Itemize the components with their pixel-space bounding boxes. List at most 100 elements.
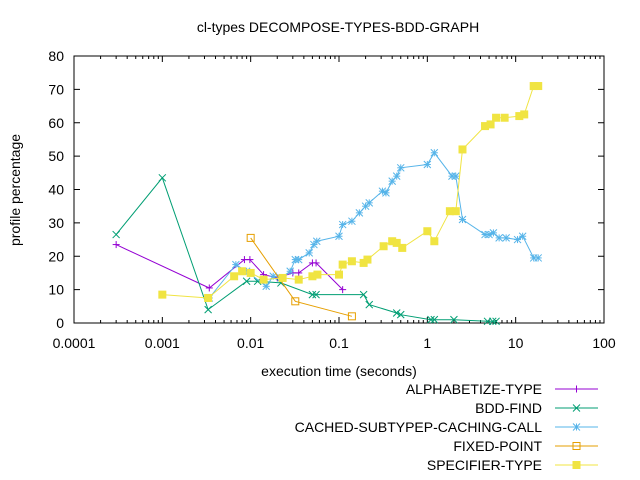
- data-point: [262, 282, 271, 291]
- data-point: [500, 113, 509, 122]
- data-point: [423, 227, 432, 236]
- data-point: [572, 461, 581, 469]
- data-point: [488, 317, 497, 326]
- series-specifier-type: [158, 82, 543, 302]
- x-tick-label: 10: [508, 335, 524, 351]
- data-point: [492, 113, 501, 122]
- y-tick-label: 40: [48, 182, 64, 198]
- data-point: [451, 207, 460, 216]
- data-point: [338, 260, 347, 269]
- data-point: [382, 188, 390, 197]
- data-point: [450, 315, 458, 324]
- y-tick-label: 50: [48, 148, 64, 164]
- data-point: [308, 290, 317, 299]
- data-point: [398, 243, 407, 252]
- data-point: [158, 290, 167, 299]
- x-tick-label: 1: [423, 335, 431, 351]
- data-point: [430, 237, 439, 246]
- series-layer: [112, 82, 543, 326]
- legend-entry: CACHED-SUBTYPEP-CACHING-CALL: [295, 419, 598, 435]
- legend-label: FIXED-POINT: [453, 438, 542, 454]
- data-point: [430, 148, 439, 157]
- x-tick-label: 0.01: [237, 335, 264, 351]
- data-point: [238, 267, 247, 276]
- data-point: [520, 110, 529, 119]
- data-point: [355, 209, 364, 217]
- x-tick-label: 0.001: [145, 335, 180, 351]
- data-point: [339, 286, 347, 294]
- legend-label: SPECIFIER-TYPE: [427, 457, 542, 473]
- data-point: [246, 268, 255, 277]
- data-point: [486, 120, 495, 129]
- axis-ticks: 0 10 20 30 40 50 60 70 80 0.0001 0.001 0.01 0.1 1 10 10…: [48, 48, 615, 351]
- data-point: [259, 275, 268, 284]
- data-point: [458, 215, 467, 224]
- data-point: [573, 385, 580, 393]
- y-tick-label: 30: [48, 215, 64, 231]
- data-point: [305, 249, 314, 257]
- x-axis-label: execution time (seconds): [261, 363, 417, 379]
- data-point: [489, 229, 498, 237]
- data-point: [313, 270, 322, 279]
- data-point: [396, 310, 405, 319]
- data-point: [458, 145, 467, 154]
- legend-entry: ALPHABETIZE-TYPE: [406, 381, 598, 397]
- data-point: [363, 255, 372, 264]
- series-line: [162, 85, 539, 299]
- y-tick-label: 10: [48, 282, 64, 298]
- data-point: [502, 234, 510, 242]
- data-point: [572, 423, 581, 431]
- series-fixed-point: [246, 233, 356, 321]
- data-point: [294, 275, 303, 284]
- plot-border: [73, 55, 605, 324]
- x-tick-label: 100: [592, 335, 616, 351]
- x-tick-label: 0.0001: [53, 335, 96, 351]
- data-point: [242, 277, 251, 286]
- plot-area: [73, 55, 605, 324]
- data-point: [423, 160, 432, 169]
- y-tick-label: 20: [48, 248, 64, 264]
- data-point: [158, 173, 167, 182]
- data-point: [291, 297, 300, 306]
- data-point: [392, 309, 401, 317]
- data-point: [379, 242, 388, 251]
- series-line: [115, 176, 497, 322]
- series-line: [250, 237, 353, 317]
- chart-title: cl-types DECOMPOSE-TYPES-BDD-GRAPH: [197, 19, 479, 35]
- data-point: [534, 82, 543, 91]
- data-point: [572, 404, 581, 412]
- data-point: [246, 256, 254, 264]
- series-line: [115, 244, 344, 290]
- data-point: [430, 315, 439, 324]
- data-point: [365, 300, 374, 309]
- series-line: [208, 151, 539, 299]
- data-point: [359, 290, 368, 299]
- y-tick-label: 80: [48, 48, 64, 64]
- y-axis-label: profile percentage: [7, 134, 23, 246]
- legend-entry: SPECIFIER-TYPE: [427, 457, 598, 473]
- data-point: [295, 269, 303, 277]
- data-point: [312, 290, 320, 299]
- data-point: [112, 241, 120, 249]
- data-point: [204, 305, 212, 314]
- data-point: [335, 270, 343, 279]
- data-point: [278, 273, 287, 282]
- legend-entry: BDD-FIND: [475, 400, 598, 416]
- data-point: [365, 198, 374, 207]
- data-point: [392, 172, 401, 181]
- data-point: [534, 254, 543, 262]
- data-point: [205, 284, 213, 292]
- data-point: [230, 272, 239, 281]
- y-tick-label: 70: [48, 81, 64, 97]
- legend: ALPHABETIZE-TYPE BDD-FIND CACHED-SUBTYPEP-…: [295, 381, 598, 473]
- legend-entry: FIXED-POINT: [453, 438, 598, 454]
- data-point: [392, 238, 401, 247]
- data-point: [427, 315, 435, 324]
- data-point: [335, 232, 343, 241]
- data-point: [518, 232, 527, 241]
- legend-label: ALPHABETIZE-TYPE: [406, 381, 542, 397]
- data-point: [338, 220, 347, 229]
- series-bdd-find: [112, 173, 500, 326]
- data-point: [347, 257, 356, 266]
